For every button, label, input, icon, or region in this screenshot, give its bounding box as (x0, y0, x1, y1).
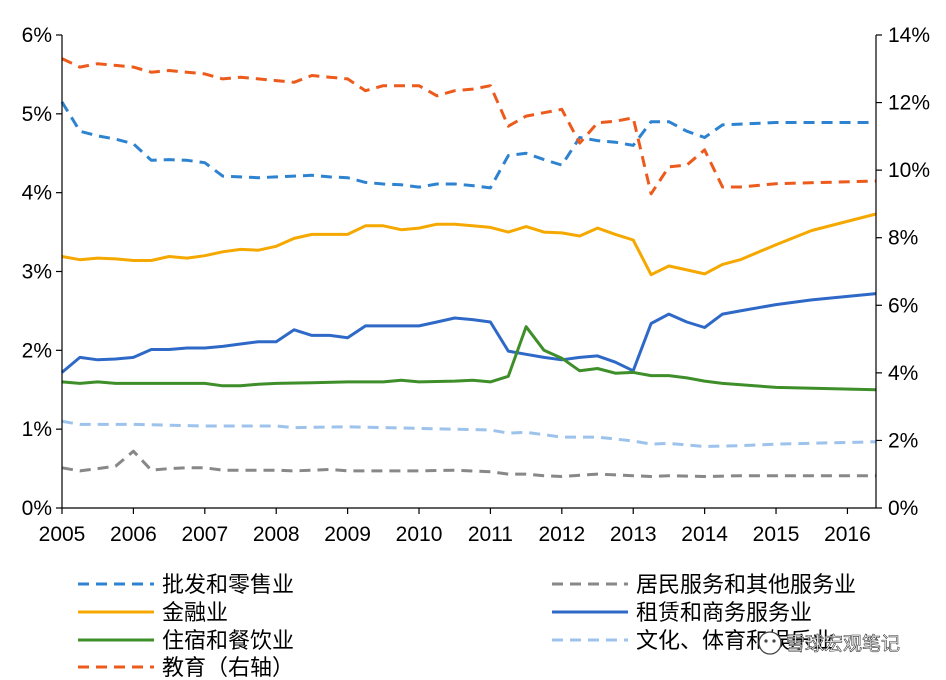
wechat-icon-eye-right (772, 639, 776, 643)
x-tick-label: 2007 (181, 523, 228, 546)
legend-label-0: 批发和零售业 (162, 573, 294, 598)
x-tick-label: 2015 (753, 523, 800, 546)
series-line-4 (61, 325, 877, 392)
left-tick-label: 3% (22, 261, 52, 284)
x-tick-label: 2006 (110, 523, 157, 546)
watermark: 雪球宏观笔记 (758, 631, 900, 655)
legend-label-6: 教育（右轴） (162, 656, 294, 680)
x-tick-label: 2011 (468, 523, 513, 546)
x-tick-label: 2005 (39, 523, 86, 546)
left-tick-label: 1% (22, 418, 52, 441)
series-line-5 (61, 419, 877, 448)
x-tick-label: 2016 (824, 523, 871, 546)
series-line-6 (61, 57, 877, 196)
series-layer (60, 57, 877, 478)
x-tick-label: 2013 (610, 523, 657, 546)
legend-label-2: 金融业 (162, 601, 228, 626)
left-tick-label: 6% (22, 24, 52, 47)
left-tick-label: 2% (22, 339, 52, 362)
legend-label-1: 居民服务和其他服务业 (636, 573, 856, 598)
series-line-3 (61, 292, 877, 374)
wechat-icon-eye-left (764, 639, 768, 643)
x-tick-label: 2009 (324, 523, 371, 546)
series-line-1 (61, 449, 876, 478)
ticks-layer: 0% 1% 2% 3% 4% 5% 6% 0% 2% 4% 6% 8% 10% 12% 14% 2005 200… (22, 24, 930, 546)
x-tick-label: 2014 (681, 523, 728, 546)
legend-label-4: 住宿和餐饮业 (162, 629, 294, 654)
x-tick-label: 2008 (253, 523, 300, 546)
right-tick-label: 10% (888, 159, 930, 182)
left-tick-label: 0% (22, 497, 52, 520)
series-line-0 (60, 101, 876, 190)
x-tick-label: 2012 (538, 523, 585, 546)
right-tick-label: 4% (888, 362, 918, 385)
series-line-2 (61, 212, 877, 277)
right-tick-label: 14% (888, 24, 930, 47)
right-tick-label: 2% (888, 429, 918, 452)
right-tick-label: 8% (888, 227, 918, 250)
right-tick-label: 0% (888, 497, 918, 520)
x-tick-label: 2010 (396, 523, 443, 546)
watermark-text: 雪球宏观笔记 (786, 633, 900, 655)
legend-label-5: 文化、体育和娱乐业 (636, 629, 834, 654)
right-tick-label: 12% (888, 92, 930, 115)
wechat-icon (758, 631, 782, 655)
legend-label-3: 租赁和商务服务业 (636, 601, 812, 626)
left-tick-label: 5% (22, 103, 52, 126)
left-tick-label: 4% (22, 182, 52, 205)
right-tick-label: 6% (888, 294, 918, 317)
plot-area: 0% 1% 2% 3% 4% 5% 6% 0% 2% 4% 6% 8% 10% 12% 14% 2005 200… (22, 24, 930, 546)
